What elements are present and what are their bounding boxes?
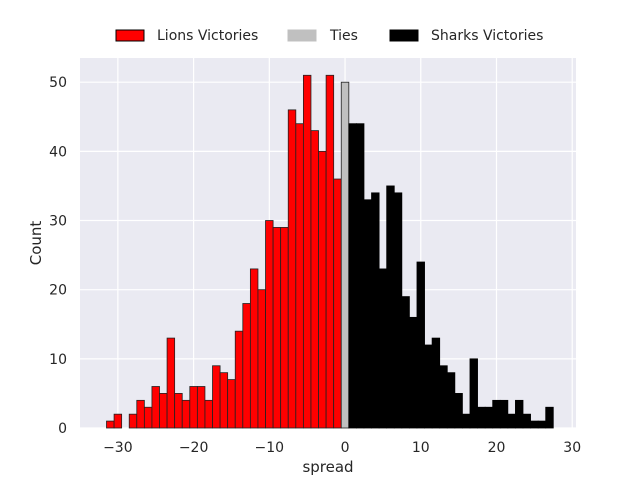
- bar: [196, 386, 206, 429]
- bar: [295, 123, 304, 429]
- bar: [477, 406, 486, 429]
- legend-swatch: [115, 29, 145, 42]
- bar: [189, 386, 198, 429]
- bar: [325, 74, 335, 429]
- bar: [128, 413, 138, 429]
- bar: [234, 330, 244, 429]
- bar: [378, 268, 388, 429]
- bar: [522, 413, 531, 429]
- bar: [318, 150, 327, 429]
- y-tick-label: 0: [58, 421, 67, 437]
- legend-swatch: [287, 29, 317, 42]
- x-tick-labels: −30 −20 −10 0 10 20 30: [103, 440, 581, 456]
- bar: [401, 296, 410, 429]
- bar: [386, 185, 395, 429]
- bar: [416, 261, 425, 429]
- bar: [242, 303, 251, 429]
- y-tick-labels: 0 10 20 30 40 50: [49, 75, 67, 437]
- bar: [507, 413, 516, 429]
- bar: [424, 344, 433, 429]
- bar: [106, 420, 115, 429]
- bar: [431, 337, 441, 429]
- x-tick-label: −30: [103, 440, 133, 456]
- bar: [143, 406, 153, 429]
- legend-label: Ties: [329, 28, 358, 44]
- x-tick-label: 20: [488, 440, 506, 456]
- bar: [174, 393, 183, 429]
- bar: [257, 289, 266, 429]
- legend-label: Lions Victories: [157, 28, 258, 44]
- bar: [302, 74, 312, 429]
- bar: [439, 365, 448, 429]
- y-tick-label: 10: [49, 352, 67, 368]
- bar: [484, 406, 494, 429]
- y-tick-label: 40: [49, 144, 67, 160]
- bar: [287, 109, 297, 429]
- bar: [515, 399, 524, 429]
- bar: [499, 399, 509, 429]
- bar: [530, 420, 539, 429]
- x-tick-label: 10: [412, 440, 430, 456]
- bar: [454, 393, 463, 429]
- bar: [446, 372, 456, 429]
- y-tick-label: 30: [49, 214, 67, 230]
- y-tick-label: 20: [49, 283, 67, 299]
- bar: [408, 316, 418, 429]
- bar: [545, 406, 554, 429]
- bar: [265, 220, 274, 429]
- bar: [333, 178, 342, 429]
- bar: [159, 393, 168, 429]
- y-axis-label: Count: [27, 221, 45, 266]
- x-axis-label: spread: [302, 458, 353, 476]
- bar: [219, 372, 229, 429]
- bar: [462, 413, 471, 429]
- bar: [280, 227, 289, 429]
- bar: [212, 365, 221, 429]
- x-tick-label: −20: [179, 440, 209, 456]
- bar: [340, 81, 350, 429]
- bar: [151, 386, 160, 429]
- legend-label: Sharks Victories: [431, 28, 543, 44]
- bar: [166, 337, 176, 429]
- bar: [371, 192, 380, 429]
- legend-swatch: [389, 29, 419, 42]
- bar: [113, 413, 123, 429]
- bar: [355, 123, 365, 429]
- bar: [204, 399, 213, 429]
- bar: [181, 399, 191, 429]
- bar: [310, 130, 319, 429]
- bar: [272, 227, 282, 429]
- bar: [363, 199, 372, 429]
- bars: [106, 74, 554, 429]
- x-tick-label: 0: [341, 440, 350, 456]
- x-tick-label: 30: [563, 440, 581, 456]
- legend: Lions Victories Ties Sharks Victories: [115, 28, 543, 44]
- bar: [227, 379, 236, 429]
- bar: [249, 268, 259, 429]
- bar: [348, 123, 357, 429]
- bar: [537, 420, 547, 429]
- y-tick-label: 50: [49, 75, 67, 91]
- bar: [136, 399, 145, 429]
- bar: [469, 358, 478, 429]
- x-tick-label: −10: [255, 440, 285, 456]
- bar: [492, 399, 501, 429]
- bar: [393, 192, 403, 429]
